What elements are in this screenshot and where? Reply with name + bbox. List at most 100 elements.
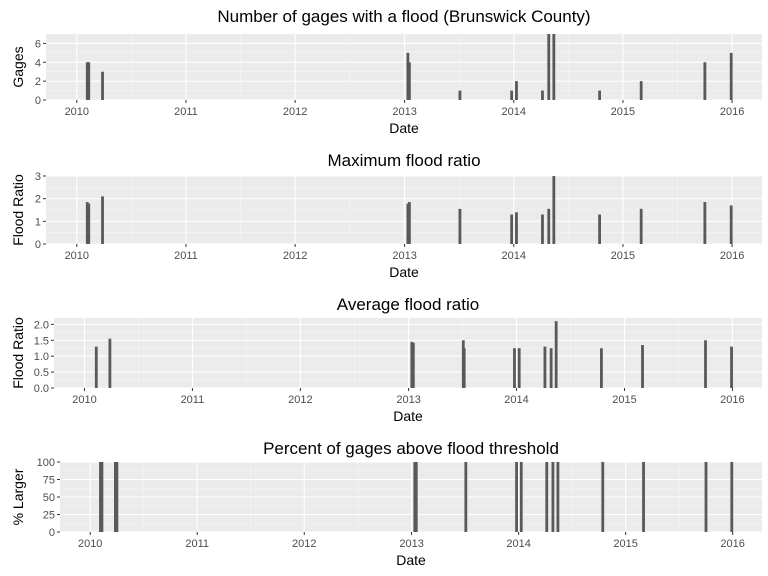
y-tick-label: 6 [35, 38, 41, 50]
bar [94, 346, 98, 388]
bar [101, 196, 104, 244]
bar [510, 90, 514, 100]
y-tick-label: 0 [49, 527, 55, 539]
x-tick-label: 2016 [720, 538, 744, 550]
y-tick-label: 0.5 [34, 367, 49, 379]
x-tick-label: 2016 [720, 394, 744, 406]
x-tick-label: 2011 [174, 106, 198, 118]
y-tick-label: 2 [35, 76, 41, 88]
y-tick-label: 50 [43, 492, 55, 504]
y-tick-label: 1 [35, 216, 41, 228]
bar [598, 90, 601, 100]
panel-background [46, 34, 762, 100]
bar [541, 214, 544, 244]
bar [552, 34, 556, 100]
y-tick-label: 2 [35, 194, 41, 206]
bar [703, 62, 707, 100]
bar [600, 348, 603, 388]
y-tick-label: 0 [35, 239, 41, 251]
y-tick-label: 25 [43, 510, 55, 522]
x-tick-label: 2012 [288, 394, 312, 406]
x-tick-label: 2010 [78, 538, 102, 550]
x-tick-label: 2013 [399, 538, 423, 550]
bar [639, 208, 643, 244]
x-tick-label: 2011 [181, 394, 205, 406]
bar [413, 462, 417, 532]
bar [549, 348, 553, 388]
chart-panel-4: 0 25 50 75 100 2010 2011 2012 2013 2014 2015 2016 Pe… [10, 439, 762, 568]
bar [87, 203, 91, 244]
chart-title: Average flood ratio [337, 295, 479, 314]
bar [545, 462, 549, 532]
bar [601, 462, 605, 532]
bar [99, 462, 102, 532]
bar [543, 346, 547, 388]
bar [556, 462, 560, 532]
bar [515, 81, 518, 100]
y-tick-label: 1.5 [34, 335, 49, 347]
chart-panel-3: 0.0 0.5 1.0 1.5 2.0 2010 2011 2012 2013 2014 2015 2… [10, 295, 762, 424]
bar [458, 90, 462, 100]
bar [730, 462, 734, 532]
bar [642, 462, 645, 532]
bar [464, 462, 468, 532]
bar [406, 52, 410, 100]
bar [730, 346, 733, 388]
x-tick-label: 2014 [506, 538, 530, 550]
y-tick-label: 100 [37, 457, 55, 469]
x-tick-label: 2013 [396, 394, 420, 406]
x-tick-label: 2010 [72, 394, 96, 406]
bar [407, 202, 411, 244]
y-axis-label: Gages [10, 46, 26, 87]
bar [108, 338, 112, 388]
bar [114, 462, 117, 532]
x-tick-label: 2016 [720, 106, 744, 118]
x-tick-label: 2011 [174, 250, 198, 262]
bar [729, 52, 733, 100]
y-tick-label: 3 [35, 171, 41, 183]
panel-background [54, 318, 762, 388]
bar [703, 202, 707, 244]
chart-title: Maximum flood ratio [327, 151, 480, 170]
bar [515, 212, 518, 244]
x-tick-label: 2013 [392, 250, 416, 262]
bar [515, 462, 518, 532]
x-tick-label: 2015 [612, 394, 636, 406]
bar [101, 71, 104, 100]
bar [554, 321, 558, 388]
x-tick-label: 2015 [613, 538, 637, 550]
bar [639, 81, 643, 100]
x-axis-label: Date [393, 408, 423, 424]
bar [704, 340, 707, 388]
bar [458, 208, 462, 244]
bar [547, 34, 551, 100]
bar [115, 462, 119, 532]
x-tick-label: 2013 [392, 106, 416, 118]
bar [552, 176, 556, 244]
bar [462, 348, 466, 388]
bar [519, 462, 523, 532]
x-tick-label: 2015 [611, 106, 635, 118]
x-tick-label: 2012 [283, 250, 307, 262]
chart-panel-1: 0 2 4 6 2010 2011 2012 2013 2014 2015 2016 Number o… [10, 7, 762, 136]
x-tick-label: 2010 [65, 106, 89, 118]
bar [87, 62, 91, 100]
y-axis-label: Flood Ratio [10, 174, 26, 246]
x-axis-label: Date [389, 264, 419, 280]
bar [704, 462, 708, 532]
bar [547, 208, 551, 244]
x-axis-label: Date [396, 552, 426, 568]
x-axis-label: Date [389, 120, 419, 136]
chart-title: Percent of gages above flood threshold [263, 439, 559, 458]
y-tick-label: 2.0 [34, 319, 49, 331]
bar [510, 214, 514, 244]
y-tick-label: 0 [35, 95, 41, 107]
y-axis-label: Flood Ratio [10, 317, 26, 389]
x-tick-label: 2016 [720, 250, 744, 262]
y-tick-label: 0.0 [34, 383, 49, 395]
bar [407, 62, 411, 100]
chart-panel-2: 0 1 2 3 2010 2011 2012 2013 2014 2015 2016 Maximum … [10, 151, 762, 280]
y-tick-label: 75 [43, 475, 55, 487]
x-tick-label: 2011 [185, 538, 209, 550]
